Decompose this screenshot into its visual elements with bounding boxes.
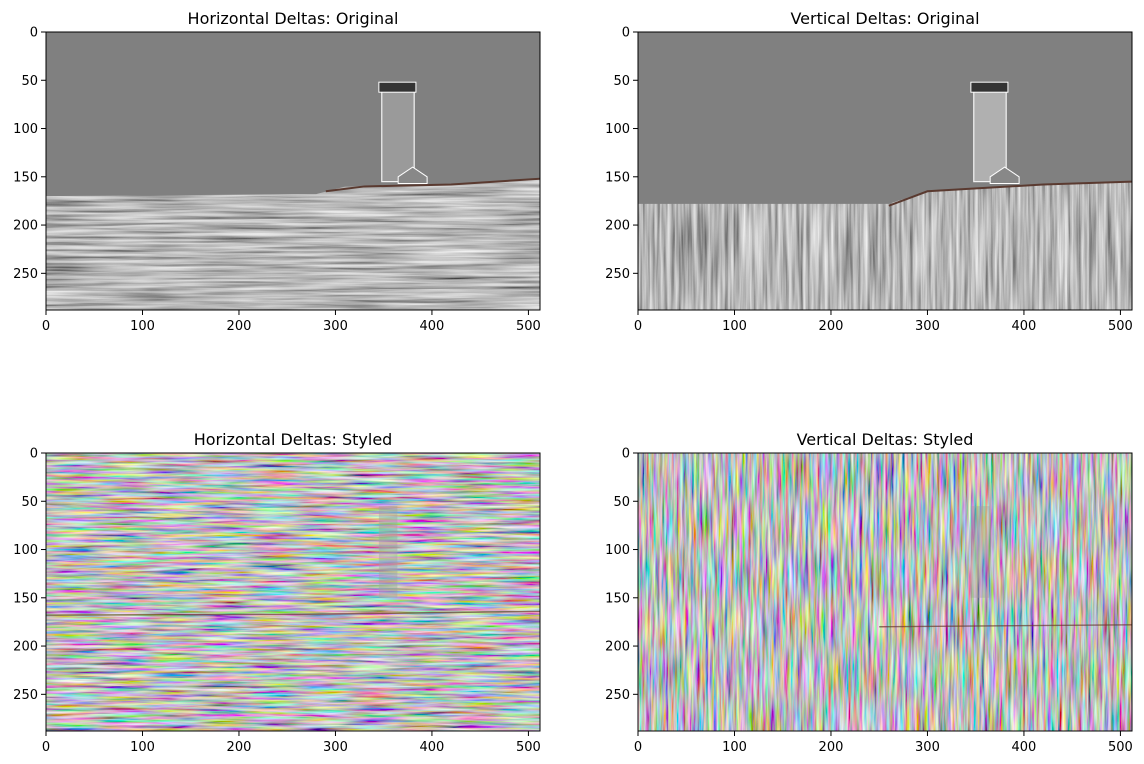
y-tick-label: 200 — [13, 640, 38, 655]
panel-title: Horizontal Deltas: Original — [188, 9, 399, 28]
x-tick-label: 400 — [1012, 319, 1037, 334]
y-tick-label: 250 — [605, 267, 630, 282]
y-tick-label: 100 — [13, 122, 38, 137]
x-tick-label: 400 — [420, 740, 445, 755]
x-tick-label: 300 — [323, 319, 348, 334]
y-tick-label: 50 — [613, 495, 630, 510]
y-tick-label: 150 — [605, 170, 630, 185]
y-tick-label: 50 — [21, 495, 38, 510]
x-tick-label: 300 — [915, 319, 940, 334]
y-tick-label: 0 — [622, 447, 630, 462]
y-tick-label: 0 — [30, 26, 38, 41]
y-tick-label: 150 — [605, 591, 630, 606]
x-tick-label: 100 — [722, 319, 747, 334]
axes-frame — [45, 452, 541, 732]
x-tick-label: 500 — [1108, 319, 1133, 334]
panel-v-orig: Vertical Deltas: Original 0 100 200 300 400 50… — [605, 9, 1133, 334]
x-tick-label: 0 — [42, 319, 50, 334]
x-tick-label: 100 — [722, 740, 747, 755]
y-tick-label: 50 — [613, 74, 630, 89]
x-tick-label: 0 — [634, 319, 642, 334]
delta-image — [46, 32, 540, 310]
panel-h-styled: Horizontal Deltas: Styled 0 100 200 300 400 50… — [13, 430, 541, 755]
x-tick-label: 500 — [516, 740, 541, 755]
y-tick-label: 50 — [21, 74, 38, 89]
y-tick-label: 250 — [13, 267, 38, 282]
x-tick-label: 100 — [130, 740, 155, 755]
y-tick-label: 250 — [605, 688, 630, 703]
panel-title: Horizontal Deltas: Styled — [194, 430, 393, 449]
axes-frame — [637, 452, 1133, 732]
x-tick-label: 100 — [130, 319, 155, 334]
delta-image — [638, 453, 1132, 731]
panel-title: Vertical Deltas: Styled — [797, 430, 974, 449]
delta-image — [638, 32, 1132, 310]
axes-frame — [45, 31, 541, 311]
x-tick-label: 200 — [819, 319, 844, 334]
y-tick-label: 100 — [605, 543, 630, 558]
axes-frame — [637, 31, 1133, 311]
x-tick-label: 500 — [1108, 740, 1133, 755]
x-tick-label: 500 — [516, 319, 541, 334]
x-tick-label: 0 — [634, 740, 642, 755]
delta-image — [46, 453, 540, 731]
y-tick-label: 100 — [605, 122, 630, 137]
y-tick-label: 250 — [13, 688, 38, 703]
y-tick-label: 150 — [13, 591, 38, 606]
panel-title: Vertical Deltas: Original — [790, 9, 979, 28]
panel-h-orig: Horizontal Deltas: Original 0 100 200 300 400… — [13, 9, 541, 334]
panel-v-styled: Vertical Deltas: Styled 0 100 200 300 400 500 0… — [605, 430, 1133, 755]
x-tick-label: 300 — [915, 740, 940, 755]
x-tick-label: 0 — [42, 740, 50, 755]
x-tick-label: 200 — [227, 319, 252, 334]
y-tick-label: 200 — [605, 219, 630, 234]
y-tick-label: 200 — [13, 219, 38, 234]
x-tick-label: 200 — [819, 740, 844, 755]
y-tick-label: 100 — [13, 543, 38, 558]
x-tick-label: 300 — [323, 740, 348, 755]
x-tick-label: 400 — [420, 319, 445, 334]
y-tick-label: 0 — [622, 26, 630, 41]
x-tick-label: 200 — [227, 740, 252, 755]
y-tick-label: 200 — [605, 640, 630, 655]
y-tick-label: 150 — [13, 170, 38, 185]
x-tick-label: 400 — [1012, 740, 1037, 755]
y-tick-label: 0 — [30, 447, 38, 462]
